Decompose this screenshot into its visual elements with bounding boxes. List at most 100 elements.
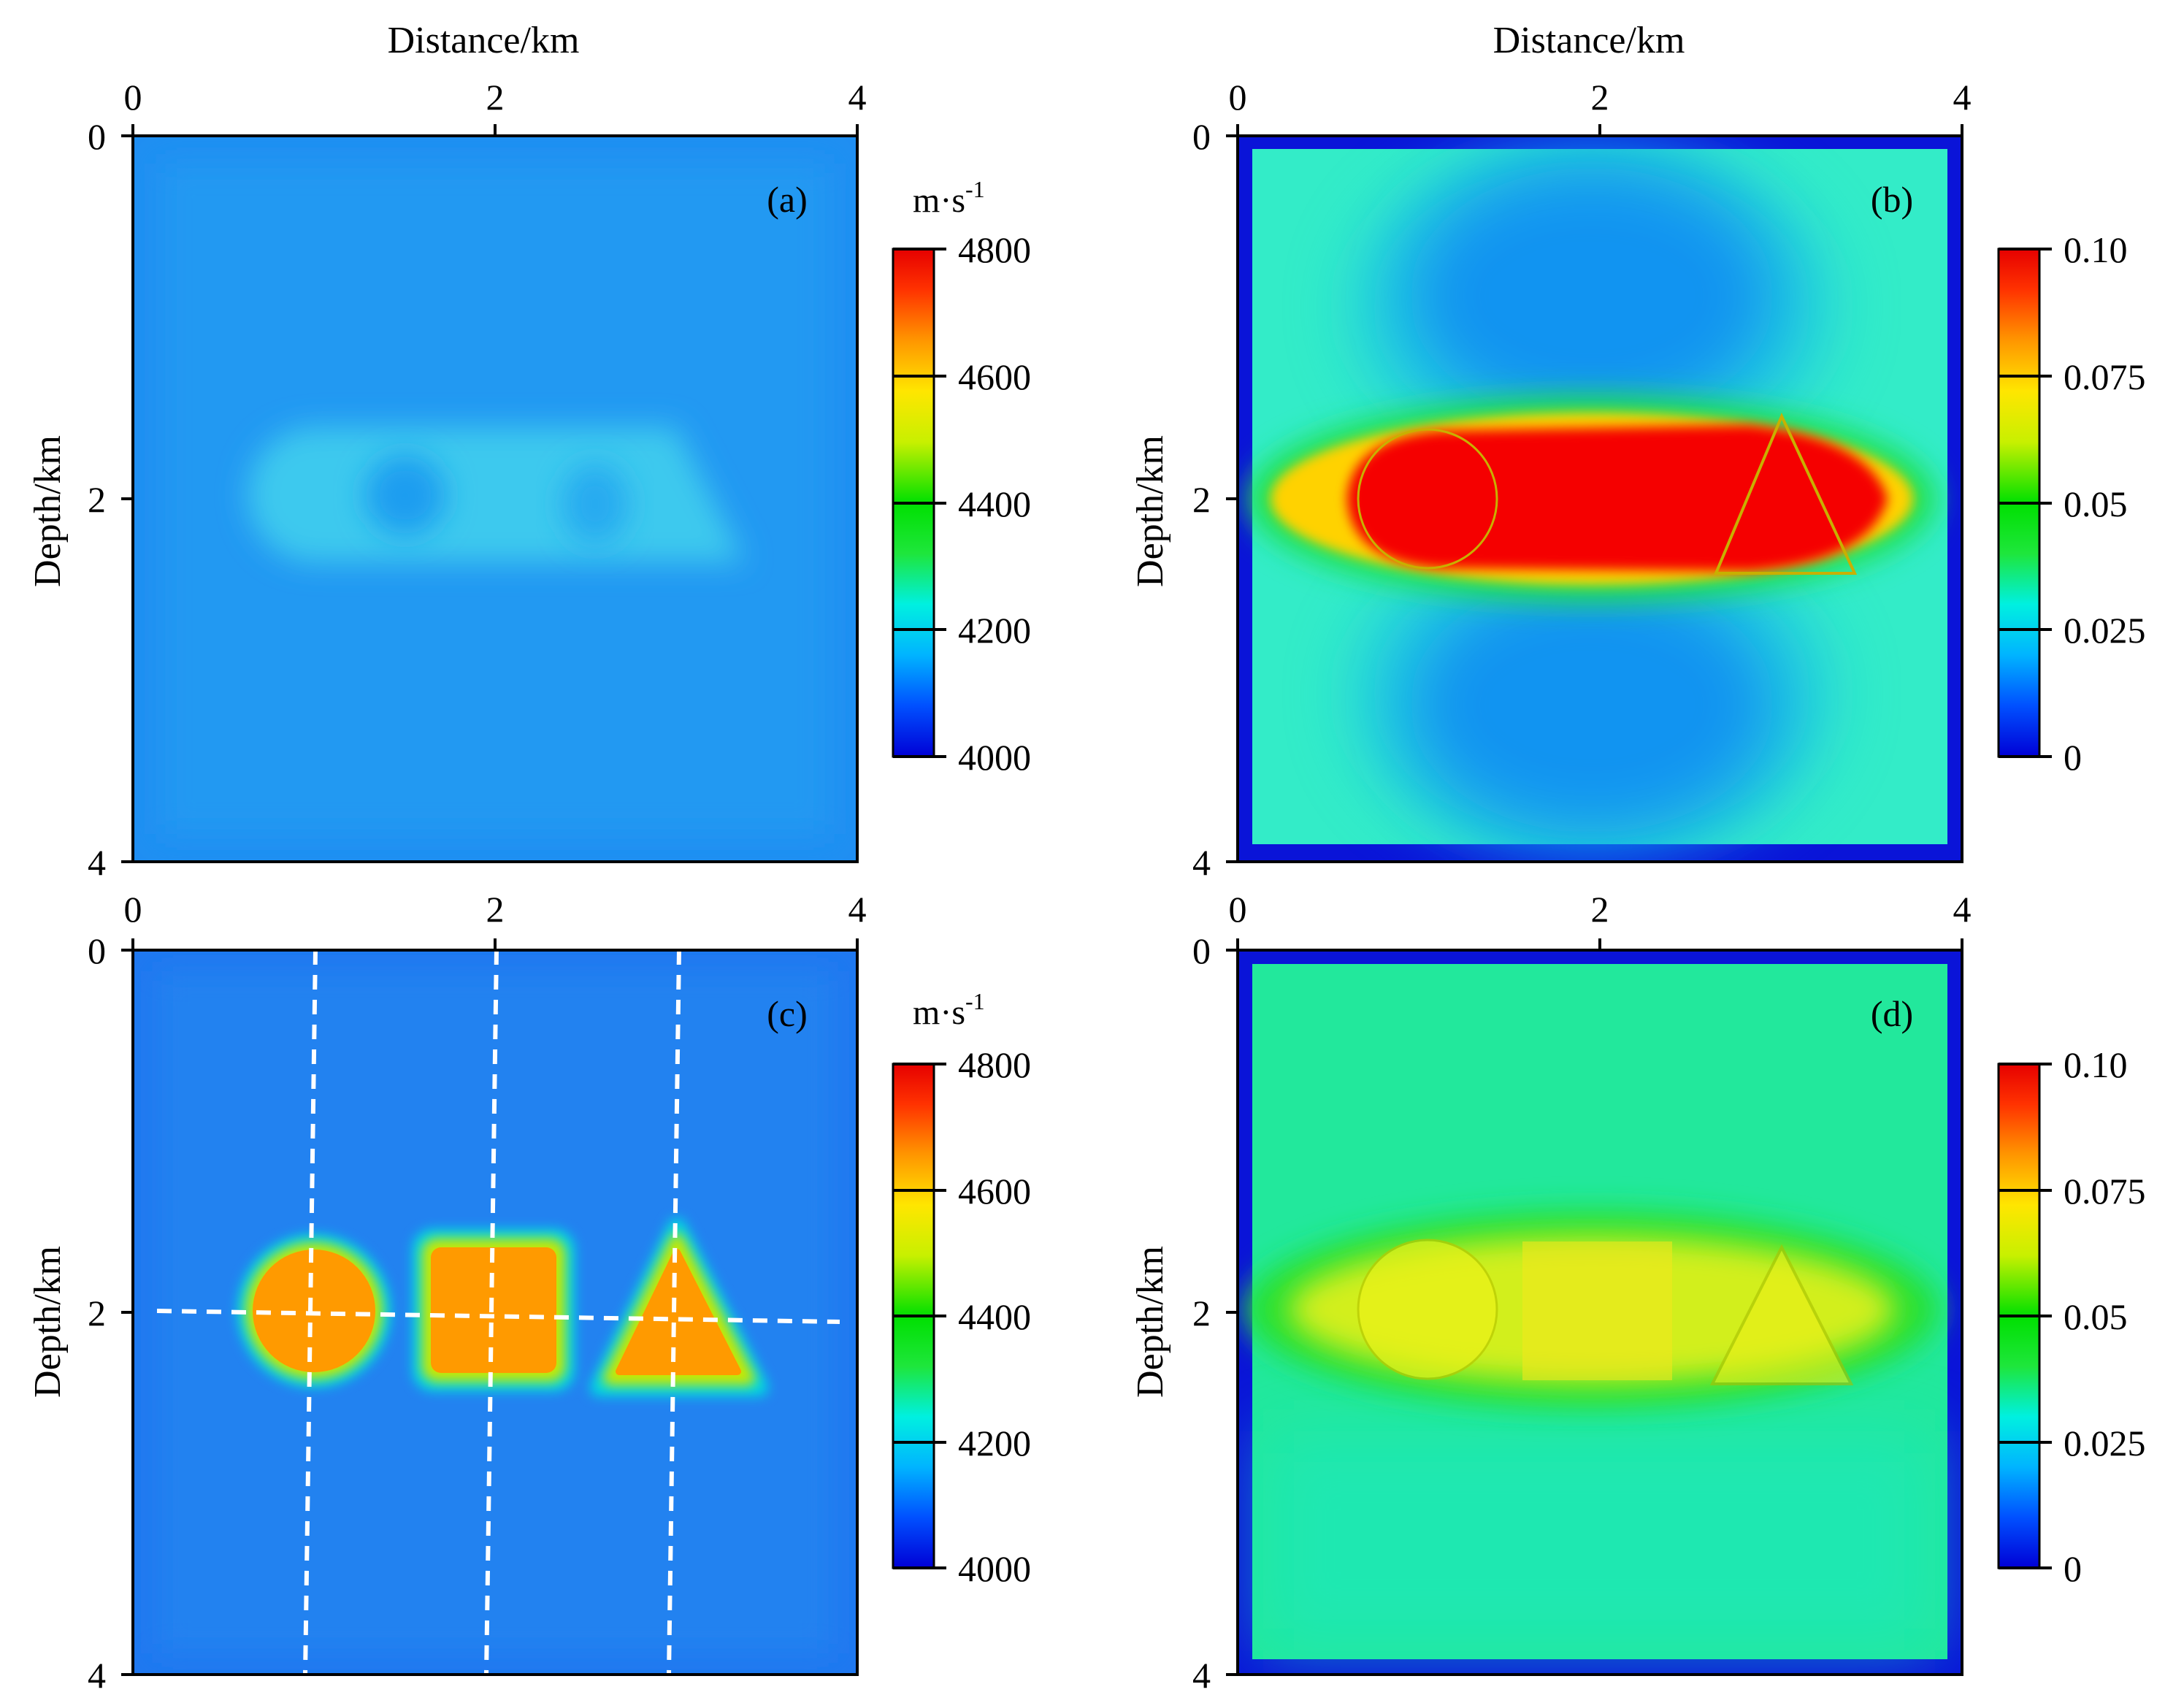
panel-d-y-tick-label-0: 0 [1192, 930, 1211, 971]
panel-a-square-shadow [562, 464, 628, 544]
panel-b-y-tick-label-0: 0 [1192, 116, 1211, 157]
panel-c-vertical-guide-3 [667, 950, 681, 1675]
panel-d-field [1245, 1211, 1939, 1650]
panel-d-y-tick-label-4: 4 [1192, 1655, 1211, 1695]
colorbar-d-tick-label-0.025: 0.025 [2064, 1423, 2146, 1463]
panel-c-vertical-guide-1 [303, 950, 318, 1675]
panel-c-y-ticks: 0 2 4 [88, 930, 133, 1695]
panel-c-field [156, 950, 840, 1675]
panel-b-x-ticks: 0 2 4 [1229, 77, 1972, 136]
colorbar-c: m·s-1 4800 4600 4400 4200 4000 [892, 988, 1031, 1589]
colorbar-c-tick-label-4000: 4000 [958, 1548, 1031, 1589]
panel-b-x-tick-label-2: 2 [1591, 77, 1609, 118]
y-axis-title-d: Depth/km [1130, 1246, 1171, 1398]
colorbar-c-tick-label-4800: 4800 [958, 1044, 1031, 1085]
colorbar-d-tick-label-0.075: 0.075 [2064, 1171, 2146, 1212]
colorbar-b-tick-label-0.05: 0.05 [2064, 483, 2128, 524]
panel-c-x-ticks: 0 2 4 [124, 889, 867, 950]
colorbar-c-ticks [893, 1063, 946, 1569]
panel-a: 0 2 4 0 2 4 (a) [88, 77, 867, 883]
panel-b-label: (b) [1871, 179, 1913, 220]
panel-c-guide-lines [156, 950, 840, 1675]
panel-a-circle-shadow [365, 455, 445, 535]
colorbar-d-tick-label-0.10: 0.10 [2064, 1044, 2128, 1085]
panel-b-lower-lobe-halo [1351, 526, 1833, 862]
panel-a-x-ticks: 0 2 4 [124, 77, 867, 136]
colorbar-d: 0.10 0.075 0.05 0.025 0 [1997, 1044, 2146, 1589]
y-axis-title-a: Depth/km [27, 435, 69, 587]
colorbar-c-tick-label-4600: 4600 [958, 1171, 1031, 1212]
colorbar-b-ticks [1999, 248, 2052, 758]
panel-b-y-tick-label-2: 2 [1192, 479, 1211, 520]
colorbar-b: 0.10 0.075 0.05 0.025 0 [1997, 229, 2146, 778]
panel-c-circle-anomaly [253, 1250, 375, 1372]
y-axis-title-c: Depth/km [27, 1246, 69, 1398]
panel-d-label: (d) [1871, 993, 1913, 1034]
colorbar-a-ticks [893, 248, 946, 758]
panel-c-horizontal-guide [156, 1309, 840, 1324]
panel-b-red-core [1347, 425, 1888, 571]
panel-a-x-tick-label-2: 2 [486, 77, 505, 118]
x-axis-title-a: Distance/km [388, 20, 580, 61]
panel-d: 0 2 4 0 2 4 (d) [1192, 889, 1972, 1695]
panel-d-square-trace [1522, 1241, 1672, 1380]
colorbar-b-tick-label-0.10: 0.10 [2064, 229, 2128, 270]
colorbar-a: m·s-1 4800 4600 4400 4200 4000 [892, 176, 1031, 778]
panel-c-x-tick-label-0: 0 [124, 889, 142, 930]
panel-d-circle-trace [1357, 1239, 1498, 1380]
colorbar-a-tick-label-4800: 4800 [958, 229, 1031, 270]
colorbar-c-unit: m·s-1 [913, 988, 985, 1032]
colorbar-c-tick-label-4400: 4400 [958, 1296, 1031, 1337]
panel-a-field [161, 164, 829, 834]
colorbar-b-tick-label-0.075: 0.075 [2064, 356, 2146, 397]
panel-c-y-tick-label-4: 4 [88, 1655, 106, 1695]
panel-b-circle-outline [1357, 428, 1498, 570]
panel-b-field [1249, 139, 1935, 862]
panel-b-x-tick-label-0: 0 [1229, 77, 1247, 118]
panel-a-y-tick-label-0: 0 [88, 116, 106, 157]
panel-d-x-tick-label-0: 0 [1229, 889, 1247, 930]
colorbar-b-tick-label-0: 0 [2064, 737, 2082, 778]
panel-d-x-tick-label-4: 4 [1953, 889, 1972, 930]
colorbar-a-tick-label-4200: 4200 [958, 610, 1031, 651]
x-axis-title-b: Distance/km [1493, 20, 1685, 61]
colorbar-b-tick-label-0.025: 0.025 [2064, 610, 2146, 651]
panel-c-label: (c) [767, 993, 808, 1034]
panel-d-y-tick-label-2: 2 [1192, 1293, 1211, 1334]
colorbar-c-tick-label-4200: 4200 [958, 1423, 1031, 1463]
colorbar-a-tick-label-4000: 4000 [958, 737, 1031, 778]
panel-b: 0 2 4 0 2 4 (b) [1192, 77, 1972, 883]
panel-d-x-tick-label-2: 2 [1591, 889, 1609, 930]
panel-d-y-ticks: 0 2 4 [1192, 930, 1238, 1695]
y-axis-title-b: Depth/km [1130, 435, 1171, 587]
panel-a-y-tick-label-4: 4 [88, 842, 106, 883]
panel-a-x-tick-label-4: 4 [848, 77, 867, 118]
panel-c-x-tick-label-4: 4 [848, 889, 867, 930]
panel-b-triangle-outline [1713, 413, 1858, 575]
panel-c: 0 2 4 0 2 4 (c) [88, 889, 867, 1695]
colorbar-d-tick-label-0: 0 [2064, 1548, 2082, 1589]
colorbar-a-tick-label-4600: 4600 [958, 356, 1031, 397]
panel-a-y-tick-label-2: 2 [88, 479, 106, 520]
colorbar-a-unit: m·s-1 [913, 176, 985, 220]
colorbar-d-tick-label-0.05: 0.05 [2064, 1296, 2128, 1337]
panel-a-y-ticks: 0 2 4 [88, 116, 133, 883]
panel-b-x-tick-label-4: 4 [1953, 77, 1972, 118]
panel-c-triangle-anomaly [616, 1249, 741, 1375]
panel-c-x-tick-label-2: 2 [486, 889, 505, 930]
colorbar-a-tick-label-4400: 4400 [958, 483, 1031, 524]
panel-a-band [248, 427, 746, 562]
panel-b-y-ticks: 0 2 4 [1192, 116, 1238, 883]
panel-a-x-tick-label-0: 0 [124, 77, 142, 118]
panel-c-y-tick-label-2: 2 [88, 1293, 106, 1334]
colorbar-d-ticks [1999, 1063, 2052, 1569]
panel-b-upper-lobe-halo [1351, 139, 1833, 475]
panel-d-x-ticks: 0 2 4 [1229, 889, 1972, 950]
panel-a-label: (a) [767, 179, 808, 220]
panel-c-vertical-guide-2 [484, 950, 499, 1675]
panel-c-y-tick-label-0: 0 [88, 930, 106, 971]
panel-d-lower-tint [1263, 1431, 1935, 1650]
panel-d-triangle-trace [1709, 1244, 1854, 1385]
panel-b-y-tick-label-4: 4 [1192, 842, 1211, 883]
